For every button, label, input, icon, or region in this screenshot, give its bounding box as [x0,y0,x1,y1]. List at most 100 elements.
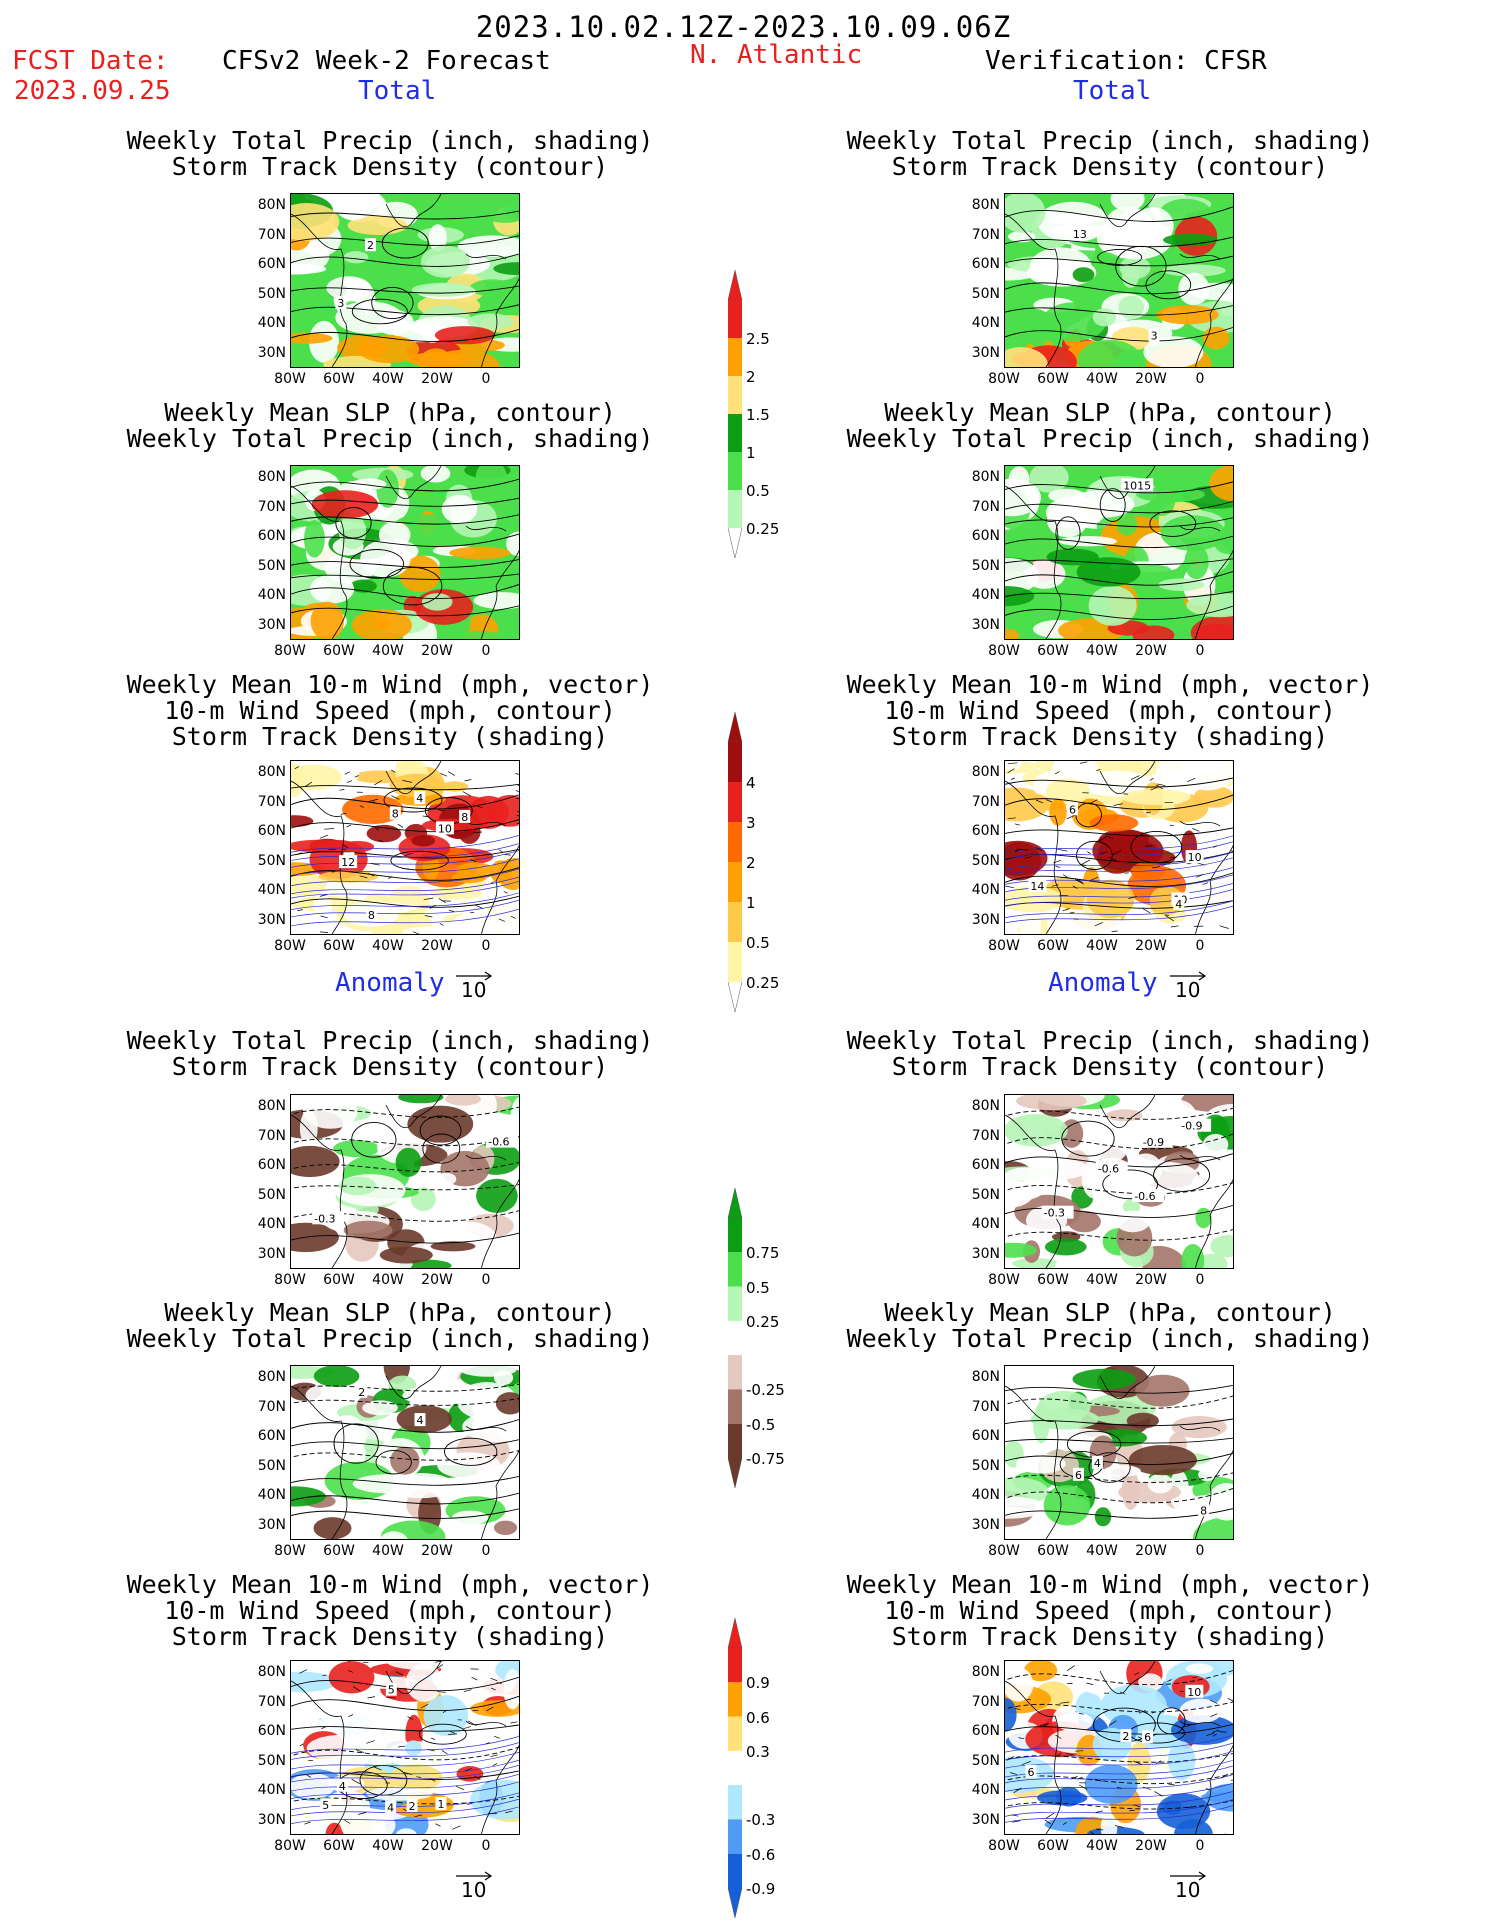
lat-tick-label: 30N [257,911,286,928]
wind-vector [324,828,335,830]
wind-vector [1062,907,1071,912]
wind-speed-contour [291,1764,519,1783]
lon-tick-label: 20W [1135,1838,1167,1854]
contour-label: 2 [1122,1730,1129,1743]
shading-blob [1126,1412,1159,1429]
wind-speed-contour [291,1773,519,1792]
contour-label: 10 [1187,1686,1201,1699]
wind-speed-contour [291,834,519,853]
colorbar-segment [728,1750,742,1786]
shading-blob [310,601,344,639]
shading-blob [309,839,368,880]
wind-vector [1109,1720,1117,1726]
contour-line [1005,1723,1233,1735]
colorbar-segment [728,1682,742,1717]
contour-line [291,304,519,316]
contour-line [1005,236,1233,248]
shading-blob [380,1531,408,1539]
colorbar-bottom-arrow [727,981,743,1012]
contour-line [1005,570,1233,586]
wind-vector [1066,814,1076,820]
shading-blob [1043,1485,1091,1526]
wind-speed-contour [291,1742,519,1760]
coastline [291,1095,519,1268]
contour-label: 13 [1073,228,1087,241]
contour-label-bg [385,1800,397,1814]
shading-blob [1037,1790,1088,1806]
lon-tick-label: 40W [1086,1543,1118,1559]
lon-tick-label: 40W [1086,938,1118,954]
wind-vector [1045,799,1053,803]
wind-vector [1015,823,1020,826]
wind-vector [1053,859,1062,864]
contour-line [1005,1395,1233,1409]
shading-blob [362,1400,398,1416]
shading-blob [1058,761,1099,779]
wind-vector [493,1735,500,1739]
wind-vector [1066,1665,1075,1671]
model-label: CFSv2 Week-2 Forecast [222,46,551,76]
colorbar-segment [728,1252,742,1287]
wind-vector [420,1704,429,1709]
lon-tick-label: 60W [323,1838,355,1854]
wind-vector [372,1766,382,1771]
shading-blob [1044,1238,1087,1256]
colorbar-label: 0.5 [746,1278,770,1297]
wind-speed-contour [1005,857,1233,876]
wind-vector [467,1802,473,1806]
wind-vector [370,863,380,866]
lat-tick-label: 50N [971,557,1000,574]
coastline [1005,1095,1233,1268]
wind-vector [1096,1828,1104,1831]
contour-label: -0.6 [1134,1190,1155,1203]
contour-line [291,1136,519,1147]
vector-reference-label: 10 [461,978,487,1002]
wind-vector [423,897,434,901]
shading-blob [405,1663,443,1702]
shading-blob [1005,558,1040,595]
wind-vector [1095,1810,1103,1813]
map-plot: 108888124 [290,760,520,935]
lon-tick-label: 40W [1086,371,1118,387]
lon-tick-label: 20W [421,1543,453,1559]
colorbar-segment [728,1716,742,1751]
shading-blob [406,352,472,367]
lat-tick-label: 70N [257,1693,286,1710]
shading-blob [437,1526,489,1539]
shading-blob [1123,1198,1140,1215]
shading-blob [434,326,496,345]
lon-tick-label: 60W [1037,938,1069,954]
panel-title-line: Weekly Mean 10-m Wind (mph, vector) [126,670,654,699]
wind-vector [1149,777,1154,781]
shading-blob [1130,862,1166,881]
wind-vector [1075,878,1083,883]
lon-tick-label: 20W [421,371,453,387]
wind-vector [352,1686,361,1692]
wind-speed-contour [1005,900,1233,919]
lon-tick-label: 0 [481,643,491,659]
contour-line [1005,1133,1233,1150]
wind-speed-contour [291,858,519,876]
wind-vector [434,1661,444,1663]
coastline [291,466,519,639]
wind-speed-contour [1005,867,1233,885]
wind-vector [485,1742,490,1745]
wind-vector [366,1740,375,1744]
shading-blob [1110,194,1145,211]
contour-label-bg [1185,1684,1204,1698]
contour-label: 4 [417,1414,424,1427]
contour-label: 6 [1069,803,1076,816]
wind-vector [436,1664,444,1669]
shading-blob [1162,928,1211,934]
shading-blob [1005,1242,1037,1258]
contour-label-bg [414,1413,426,1427]
shading-blob [441,1776,461,1798]
contour-label-bg [335,296,347,309]
shading-blob [469,279,515,297]
wind-vector [463,1726,472,1730]
shading-blob [1055,1258,1081,1268]
shading-blob [1033,1403,1050,1444]
shading-blob [309,574,355,604]
colorbar-label: 2.5 [746,330,770,348]
